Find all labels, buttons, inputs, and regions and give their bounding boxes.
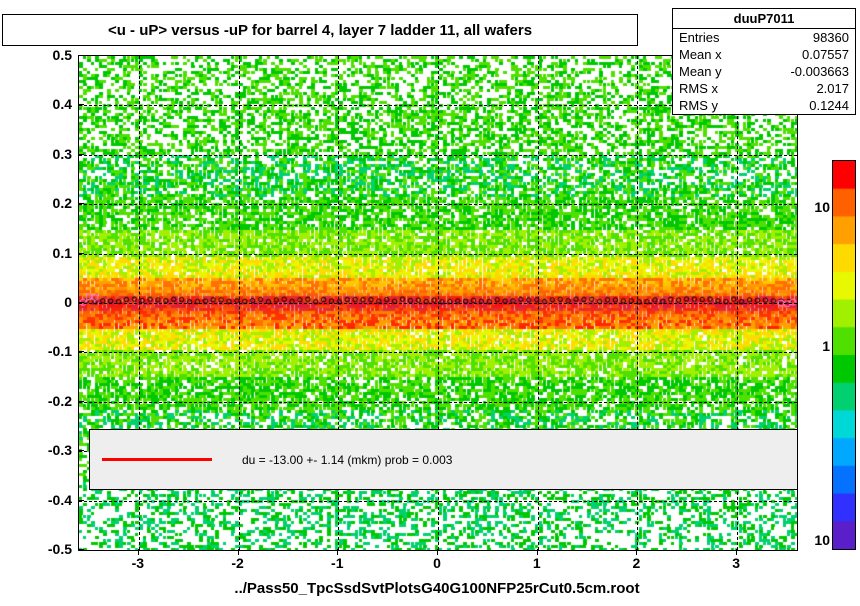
- y-tick-mark: [78, 500, 84, 501]
- x-tick-label: 2: [616, 555, 656, 571]
- stats-label: RMS y: [679, 98, 718, 113]
- y-tick-label: -0.3: [12, 442, 72, 458]
- stats-box: duuP7011 Entries98360Mean x0.07557Mean y…: [672, 8, 856, 115]
- stats-label: Entries: [679, 30, 719, 45]
- y-tick-mark: [78, 154, 84, 155]
- y-tick-mark: [78, 549, 84, 550]
- stats-row: RMS x 2.017: [673, 80, 855, 97]
- y-tick-label: -0.5: [12, 541, 72, 557]
- x-tick-label: -2: [218, 555, 258, 571]
- y-tick-label: 0.1: [12, 245, 72, 261]
- plot-title: <u - uP> versus -uP for barrel 4, layer …: [2, 14, 638, 46]
- x-axis-caption: ../Pass50_TpcSsdSvtPlotsG40G100NFP25rCut…: [78, 580, 796, 597]
- color-palette: [832, 160, 856, 550]
- x-tick-label: 1: [517, 555, 557, 571]
- x-tick-label: -3: [118, 555, 158, 571]
- x-tick-label: -1: [317, 555, 357, 571]
- y-tick-mark: [78, 401, 84, 402]
- y-tick-label: 0.2: [12, 195, 72, 211]
- stats-label: RMS x: [679, 81, 718, 96]
- y-tick-label: 0: [12, 294, 72, 310]
- stats-row: Entries 98360: [673, 29, 855, 46]
- stats-row: Mean x 0.07557: [673, 46, 855, 63]
- y-tick-mark: [78, 253, 84, 254]
- y-tick-mark: [78, 104, 84, 105]
- stats-header: duuP7011: [673, 9, 855, 29]
- x-tick-label: 0: [417, 555, 457, 571]
- y-tick-mark: [78, 203, 84, 204]
- x-tick-mark: [736, 549, 737, 555]
- x-tick-mark: [636, 549, 637, 555]
- stats-value: 2.017: [816, 81, 849, 96]
- x-tick-mark: [238, 549, 239, 555]
- stats-value: 0.07557: [802, 47, 849, 62]
- y-tick-mark: [78, 450, 84, 451]
- stats-value: -0.003663: [790, 64, 849, 79]
- palette-tick-label: 10: [814, 532, 830, 548]
- y-tick-label: 0.4: [12, 96, 72, 112]
- x-tick-mark: [537, 549, 538, 555]
- stats-row: RMS y 0.1244: [673, 97, 855, 114]
- x-tick-mark: [138, 549, 139, 555]
- palette-tick-label: 10: [814, 199, 830, 215]
- y-tick-label: -0.4: [12, 492, 72, 508]
- fit-legend: du = -13.00 +- 1.14 (mkm) prob = 0.003: [89, 429, 798, 490]
- y-tick-label: 0.5: [12, 47, 72, 63]
- stats-value: 98360: [813, 30, 849, 45]
- y-tick-label: 0.3: [12, 146, 72, 162]
- y-tick-mark: [78, 302, 84, 303]
- x-tick-mark: [337, 549, 338, 555]
- stats-value: 0.1244: [809, 98, 849, 113]
- legend-line: [102, 458, 212, 461]
- x-tick-label: 3: [716, 555, 756, 571]
- y-tick-label: -0.2: [12, 393, 72, 409]
- y-tick-mark: [78, 351, 84, 352]
- plot-area: du = -13.00 +- 1.14 (mkm) prob = 0.003: [78, 55, 798, 551]
- root-plot: <u - uP> versus -uP for barrel 4, layer …: [0, 0, 860, 606]
- stats-label: Mean y: [679, 64, 722, 79]
- y-tick-mark: [78, 55, 84, 56]
- palette-tick-label: 1: [822, 338, 830, 354]
- y-tick-label: -0.1: [12, 343, 72, 359]
- stats-label: Mean x: [679, 47, 722, 62]
- x-tick-mark: [437, 549, 438, 555]
- stats-row: Mean y -0.003663: [673, 63, 855, 80]
- legend-text: du = -13.00 +- 1.14 (mkm) prob = 0.003: [242, 453, 452, 467]
